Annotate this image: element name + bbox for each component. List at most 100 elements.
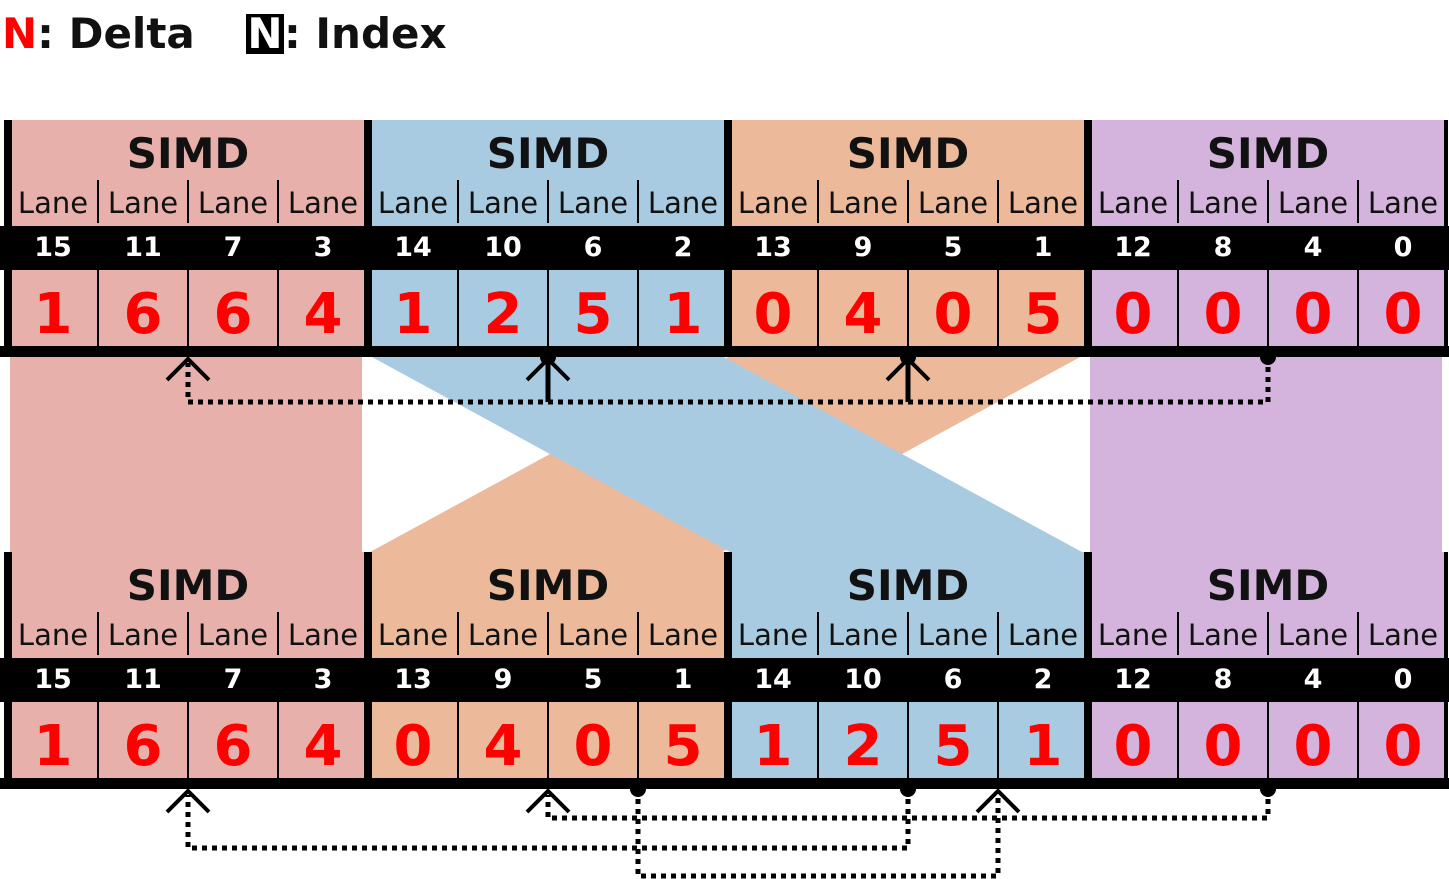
lane-delta: 2 (484, 282, 523, 347)
lane-index: 3 (314, 664, 333, 695)
lane-label: Lane (108, 186, 178, 220)
lane-delta: 1 (34, 282, 73, 347)
group-separator (1444, 120, 1448, 357)
lane-index: 6 (944, 664, 963, 695)
legend-index-letter: N (247, 9, 282, 58)
band-blue (370, 356, 1082, 552)
lane-index: 3 (314, 232, 333, 263)
lane-index: 12 (1114, 232, 1152, 263)
lane-index: 5 (944, 232, 963, 263)
lane-label: Lane (1188, 618, 1258, 652)
arrow-head-icon (975, 788, 1021, 814)
dependency-line (185, 789, 911, 851)
dependency-line (185, 357, 551, 405)
lane-label: Lane (1278, 618, 1348, 652)
lane-label: Lane (918, 618, 988, 652)
dependency-line (545, 357, 911, 405)
lane-index: 0 (1394, 232, 1413, 263)
lane-label: Lane (468, 186, 538, 220)
lane-index: 12 (1114, 664, 1152, 695)
lane-delta: 5 (1024, 282, 1063, 347)
lane-label: Lane (828, 618, 898, 652)
group-separator (1084, 552, 1092, 789)
legend: N: Delta N : Index (2, 9, 447, 58)
group-separator (364, 120, 372, 357)
lane-index: 10 (484, 232, 522, 263)
arrow-head-icon (525, 356, 571, 382)
svg-text:N: Delta: N: Delta (2, 9, 195, 58)
simd-label: SIMD (487, 129, 610, 178)
simd-label: SIMD (847, 561, 970, 610)
lane-label: Lane (198, 186, 268, 220)
lane-delta: 0 (1114, 714, 1153, 779)
lane-index: 6 (584, 232, 603, 263)
group-separator (724, 120, 732, 357)
legend-index-text: : Index (284, 9, 447, 58)
lane-label: Lane (828, 186, 898, 220)
shuffle-bands (10, 356, 1442, 552)
simd-label: SIMD (1207, 561, 1330, 610)
lane-label: Lane (1278, 186, 1348, 220)
lane-label: Lane (288, 186, 358, 220)
lane-index: 9 (854, 232, 873, 263)
lane-delta: 2 (844, 714, 883, 779)
simd-row-top: SIMDLane151Lane116Lane76Lane34SIMDLane14… (0, 120, 1449, 357)
lane-index: 7 (224, 664, 243, 695)
band-purple (1090, 356, 1442, 552)
lane-label: Lane (648, 186, 718, 220)
lane-index: 14 (754, 664, 792, 695)
lane-delta: 1 (1024, 714, 1063, 779)
lane-delta: 0 (1204, 282, 1243, 347)
lane-label: Lane (1098, 186, 1168, 220)
lane-delta: 0 (1114, 282, 1153, 347)
dependency-arrows (165, 349, 1276, 879)
simd-label: SIMD (847, 129, 970, 178)
lane-label: Lane (378, 618, 448, 652)
lane-index: 2 (674, 232, 693, 263)
lane-index: 0 (1394, 664, 1413, 695)
group-separator (4, 120, 12, 357)
lane-label: Lane (1008, 618, 1078, 652)
arrow-head-icon (525, 788, 571, 814)
lane-index: 4 (1304, 232, 1323, 263)
lane-delta: 0 (1384, 714, 1423, 779)
lane-label: Lane (918, 186, 988, 220)
lane-label: Lane (738, 186, 808, 220)
dependency-line (545, 789, 1271, 821)
legend-delta-text: : Delta (37, 9, 195, 58)
group-separator (4, 552, 12, 789)
lane-delta: 5 (664, 714, 703, 779)
lane-label: Lane (378, 186, 448, 220)
lane-index: 15 (34, 664, 72, 695)
band-red (10, 356, 362, 552)
lane-label: Lane (1368, 618, 1438, 652)
lane-index: 5 (584, 664, 603, 695)
group-separator (1444, 552, 1448, 789)
lane-delta: 0 (1384, 282, 1423, 347)
arrow-head-icon (165, 356, 211, 382)
lane-delta: 4 (484, 714, 523, 779)
group-separator (724, 552, 732, 789)
lane-delta: 0 (394, 714, 433, 779)
lane-index: 9 (494, 664, 513, 695)
lane-index: 7 (224, 232, 243, 263)
lane-label: Lane (198, 618, 268, 652)
lane-delta: 5 (934, 714, 973, 779)
lane-label: Lane (18, 186, 88, 220)
lane-delta: 4 (304, 282, 343, 347)
simd-label: SIMD (1207, 129, 1330, 178)
lane-index: 13 (394, 664, 432, 695)
lane-label: Lane (1188, 186, 1258, 220)
lane-delta: 6 (124, 714, 163, 779)
lane-delta: 1 (754, 714, 793, 779)
lane-index: 10 (844, 664, 882, 695)
arrow-head-icon (885, 356, 931, 382)
lane-label: Lane (648, 618, 718, 652)
lane-index: 8 (1214, 664, 1233, 695)
lane-label: Lane (558, 618, 628, 652)
group-separator (1084, 120, 1092, 357)
simd-label: SIMD (127, 561, 250, 610)
lane-delta: 0 (1294, 714, 1333, 779)
lane-label: Lane (1098, 618, 1168, 652)
